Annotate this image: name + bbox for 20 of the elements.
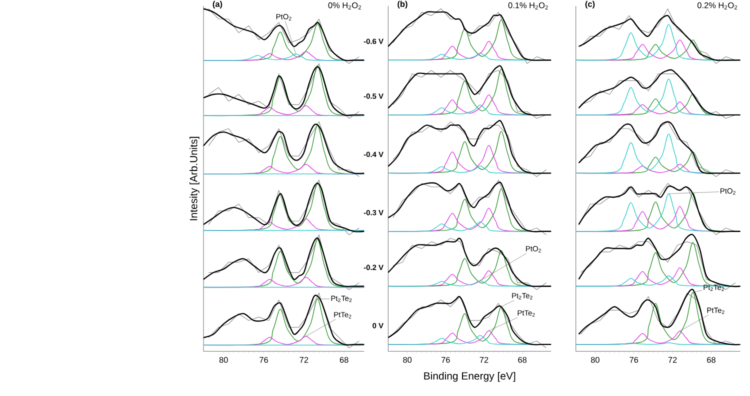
chart-title: (a) (212, 1, 222, 9)
chart-title: (c) (585, 1, 595, 9)
x-tick-label: 76 (442, 357, 450, 363)
chart-subtitle: 0.1% H$_{2}$O$_{2}$ (508, 2, 548, 10)
x-tick-label: 72 (300, 357, 308, 363)
x-tick-label: 68 (707, 357, 716, 363)
x-tick-label: 76 (260, 357, 268, 363)
x-tick-label: 72 (668, 357, 677, 363)
x-tick-label: 72 (480, 357, 488, 363)
chart-subtitle: 0% H$_{2}$O$_{2}$ (328, 2, 361, 10)
chart-title: (b) (398, 1, 408, 9)
x-tick-label: 80 (219, 357, 228, 363)
x-tick-label: 80 (590, 357, 600, 363)
x-axis-title: Binding Energy [eV] (424, 372, 516, 382)
x-tick-label: 76 (630, 357, 638, 363)
x-tick-label: 68 (340, 357, 348, 363)
chart-subtitle: 0.2% H$_{2}$O$_{2}$ (697, 2, 738, 10)
y-axis-title: Intesity [Arb.Units] (190, 137, 200, 220)
x-tick-label: 80 (403, 357, 412, 363)
x-tick-label: 68 (518, 357, 527, 363)
